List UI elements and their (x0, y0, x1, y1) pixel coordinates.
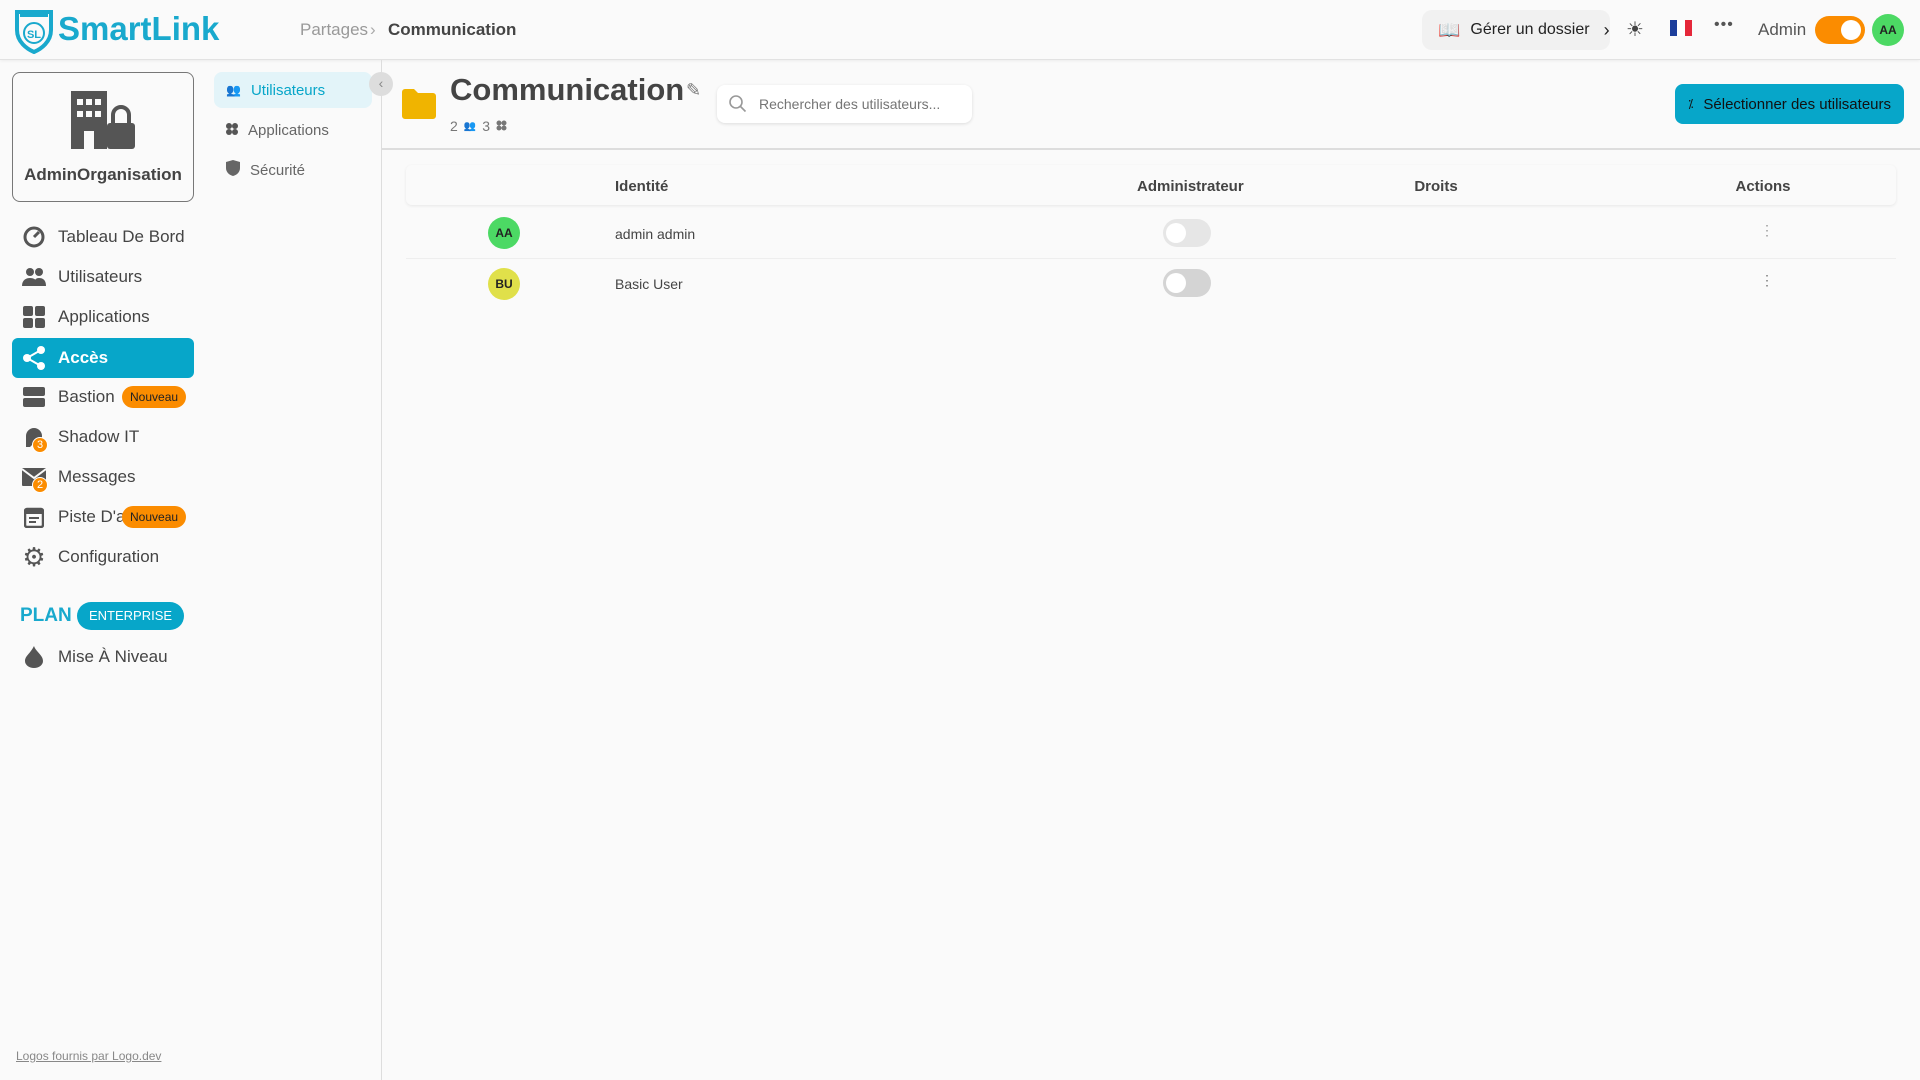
row-name: Basic User (615, 276, 683, 292)
manage-folder-button[interactable]: 📖 Gérer un dossier › (1422, 10, 1610, 50)
magic-wand-icon: ⁒ (1687, 97, 1694, 111)
sidebar-item-label: Utilisateurs (58, 267, 143, 286)
edit-title-pencil-icon[interactable]: ✎ (686, 80, 702, 100)
subnav-applications[interactable]: Applications (214, 112, 372, 148)
sidebar-item-bastion[interactable]: Bastion Nouveau (12, 377, 194, 417)
logo-dev-link[interactable]: Logos fournis par Logo.dev (16, 1049, 162, 1063)
table-header (406, 165, 1896, 205)
column-header-identity[interactable]: Identité (615, 178, 669, 195)
sidebar-item-messages[interactable]: 2 Messages (12, 457, 194, 497)
mail-icon: 2 (22, 465, 48, 493)
subnav-users[interactable]: 👥 Utilisateurs (214, 72, 372, 108)
select-users-label: Sélectionner des utilisateurs (1703, 95, 1891, 113)
users-icon: 👥 (226, 83, 241, 97)
search-input[interactable] (717, 85, 972, 123)
sidebar-item-label: Messages (58, 467, 136, 486)
manage-folder-label: Gérer un dossier (1470, 21, 1590, 38)
sidebar-item-label: Piste D'audit (58, 507, 124, 526)
chevron-right-icon: › (1603, 19, 1610, 40)
sidebar-item-label: Applications (58, 307, 150, 326)
sidebar-item-users[interactable]: Utilisateurs (12, 257, 194, 297)
top-bar: SL SmartLink Partages › Communication 📖 … (0, 0, 1920, 60)
shadow-it-count-badge: 3 (32, 437, 48, 453)
select-users-button[interactable]: ⁒ Sélectionner des utilisateurs (1675, 84, 1904, 124)
user-count: 2 (450, 118, 458, 134)
admin-mode-toggle[interactable] (1815, 16, 1865, 44)
gear-icon: ⚙ (22, 541, 46, 572)
server-icon (22, 385, 46, 409)
subnav-label: Applications (248, 121, 329, 139)
sidebar-item-configuration[interactable]: ⚙ Configuration (12, 537, 194, 577)
apps-icon (226, 122, 238, 139)
theme-sun-icon[interactable]: ☀ (1626, 19, 1644, 41)
ghost-icon: 3 (22, 425, 48, 453)
sidebar-item-label: Bastion (58, 387, 115, 406)
user-avatar[interactable]: AA (1872, 14, 1904, 46)
sidebar-item-acces[interactable]: Accès (12, 338, 194, 378)
subnav-label: Utilisateurs (250, 81, 326, 99)
organisation-name: AdminOrganisation (24, 165, 182, 184)
row-name: admin admin (615, 226, 696, 242)
sidebar-item-label: Mise À Niveau (58, 647, 168, 666)
sidebar-item-label: Shadow IT (58, 427, 140, 446)
row-actions-menu-icon[interactable]: ⋮ (1760, 222, 1774, 238)
apps-icon (22, 305, 46, 329)
row-avatar: BU (488, 268, 520, 300)
admin-toggle[interactable] (1163, 269, 1211, 297)
sidebar-item-upgrade[interactable]: Mise À Niveau (12, 637, 194, 677)
new-badge: Nouveau (122, 386, 187, 408)
search-field[interactable] (759, 96, 959, 112)
sidebar-item-label: Tableau De Bord (58, 227, 185, 246)
table-row: AA admin admin ⋮ (406, 208, 1896, 259)
breadcrumb-current: Communication (388, 20, 517, 39)
sidebar-item-shadow-it[interactable]: 3 Shadow IT (12, 417, 194, 457)
row-avatar: AA (488, 217, 520, 249)
subnav-security[interactable]: Sécurité (214, 152, 372, 188)
folder-counts: 2 👥 3 (450, 118, 507, 134)
row-actions-menu-icon[interactable]: ⋮ (1760, 272, 1774, 288)
column-header-rights[interactable]: Droits (1414, 178, 1458, 195)
sidebar-item-label: Configuration (58, 547, 160, 566)
messages-count-badge: 2 (32, 477, 48, 493)
breadcrumb-partages[interactable]: Partages (300, 20, 369, 39)
dashboard-icon (22, 225, 46, 249)
plan-label: PLAN (20, 605, 72, 626)
admin-toggle[interactable] (1163, 219, 1211, 247)
users-icon: 👥 (463, 120, 477, 132)
users-icon (22, 265, 46, 289)
smartlink-shield-logo: SL (15, 10, 53, 54)
app-logo[interactable]: SmartLink (58, 10, 220, 47)
flame-icon (22, 645, 46, 669)
sidebar-item-applications[interactable]: Applications (12, 297, 194, 337)
share-icon (22, 346, 46, 370)
breadcrumb-chevron-icon: › (370, 20, 376, 39)
column-header-admin[interactable]: Administrateur (1137, 178, 1244, 195)
new-badge: Nouveau (122, 506, 187, 528)
collapse-subnav-button[interactable]: ‹ (369, 72, 393, 96)
divider (381, 60, 382, 1080)
subnav-label: Sécurité (250, 161, 306, 179)
building-lock-icon (71, 91, 135, 149)
more-dots-icon[interactable]: ••• (1714, 16, 1734, 33)
sidebar-item-dashboard[interactable]: Tableau De Bord (12, 217, 194, 257)
organisation-card[interactable]: AdminOrganisation (12, 72, 194, 202)
search-icon (729, 95, 747, 113)
folder-title: Communication (450, 72, 685, 107)
calendar-icon (22, 505, 46, 529)
apps-icon (496, 118, 507, 134)
sidebar-item-label: Accès (58, 348, 109, 367)
sidebar-item-audit-trail[interactable]: Piste D'auditNouveau (12, 497, 194, 537)
language-flag-fr-icon[interactable] (1670, 20, 1692, 36)
app-count: 3 (482, 118, 491, 134)
svg-text:SL: SL (27, 29, 41, 41)
table-row: BU Basic User ⋮ (406, 259, 1896, 309)
user-role-label: Admin (1758, 20, 1807, 39)
shield-icon (226, 160, 240, 180)
book-icon: 📖 (1438, 19, 1461, 40)
divider (382, 148, 1920, 150)
folder-icon (402, 89, 436, 119)
column-header-actions: Actions (1735, 178, 1791, 195)
plan-badge: ENTERPRISE (77, 602, 185, 630)
